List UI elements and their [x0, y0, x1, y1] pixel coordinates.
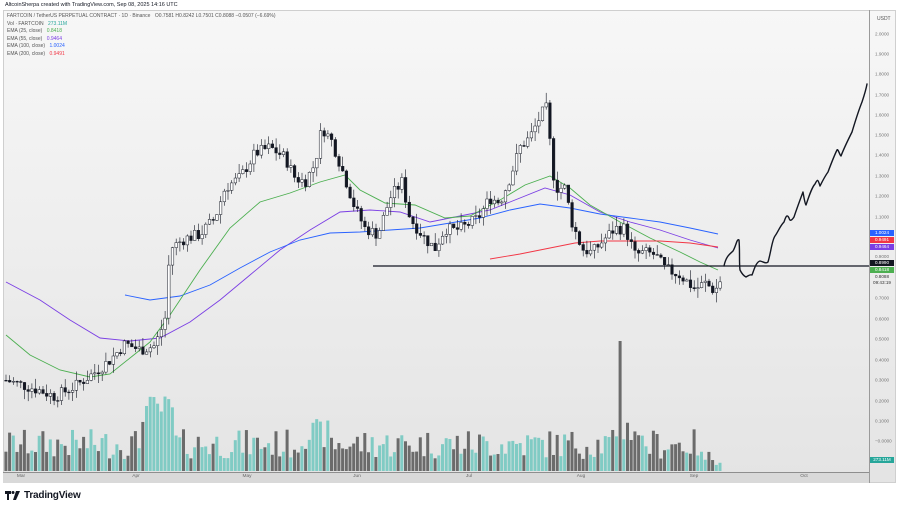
price-tick-label: 0.5000	[875, 336, 890, 342]
price-tick-label: 1.2000	[875, 193, 890, 199]
legend-ema100-row[interactable]: EMA (100, close) 1.0024	[7, 43, 276, 51]
volume-bars	[4, 341, 722, 471]
price-tick-label: 0.1000	[875, 418, 890, 424]
ema-lines	[5, 174, 719, 378]
price-tag: 0.9491	[870, 237, 894, 243]
legend-value: 1.0024	[49, 43, 65, 50]
legend-symbol: FARTCOIN / TetherUS PERPETUAL CONTRACT ·…	[7, 13, 151, 19]
time-axis[interactable]	[3, 472, 869, 483]
tradingview-logo-icon	[5, 491, 20, 500]
price-tag: 0.9000	[874, 254, 890, 259]
chart-frame	[3, 10, 896, 483]
price-tag: 0.8088	[874, 274, 890, 279]
price-tick-label: 1.9000	[875, 51, 890, 57]
price-tick-label: 1.3000	[875, 173, 890, 179]
candlesticks	[4, 92, 722, 408]
price-tick-label: 0.2000	[875, 398, 890, 404]
price-tick-label: 0.7000	[875, 295, 890, 301]
price-tick-label: 1.1000	[875, 214, 890, 220]
legend-value: 273.11M	[47, 20, 68, 27]
price-tag: 273.11M	[870, 457, 894, 463]
price-tick-label: 2.0000	[875, 31, 890, 37]
price-tick-label: 0.3000	[875, 377, 890, 383]
legend-volume-row[interactable]: Vol · FARTCOIN 273.11M	[7, 21, 276, 29]
legend-value: 0.8418	[46, 28, 62, 35]
ema-line	[489, 240, 719, 260]
legend-ema200-row[interactable]: EMA (200, close) 0.9491	[7, 51, 276, 59]
month-label: Sep	[689, 474, 699, 479]
chart-credit: AltcoinSherpa created with TradingView.c…	[5, 2, 178, 8]
month-label: Jul	[465, 474, 473, 479]
chart-legend: FARTCOIN / TetherUS PERPETUAL CONTRACT ·…	[7, 13, 276, 59]
price-tag: 0.8418	[870, 267, 894, 273]
axis-unit: USDT	[877, 16, 891, 22]
legend-ohlc: O0.7581 H0.8242 L0.7501 C0.8088 −0.0507 …	[154, 13, 276, 19]
price-tick-label: 0.4000	[875, 357, 890, 363]
price-tag: 09:43:19	[873, 280, 891, 285]
projection-drawing	[723, 83, 868, 278]
ema-line	[124, 203, 719, 301]
legend-label: EMA (100, close)	[7, 43, 46, 50]
legend-symbol-row[interactable]: FARTCOIN / TetherUS PERPETUAL CONTRACT ·…	[7, 13, 276, 21]
month-label: Aug	[576, 474, 586, 479]
month-label: Mar	[16, 474, 26, 479]
month-label: Oct	[800, 474, 808, 479]
month-label: Apr	[132, 474, 140, 479]
tradingview-logo-text: TradingView	[24, 490, 81, 501]
price-tag: 0.8990	[870, 260, 894, 266]
legend-label: EMA (25, close)	[7, 28, 43, 35]
month-label: Jun	[353, 474, 361, 479]
legend-ema25-row[interactable]: EMA (25, close) 0.8418	[7, 28, 276, 36]
price-tick-label: 1.8000	[875, 71, 890, 77]
price-tick-label: 1.6000	[875, 112, 890, 118]
legend-label: EMA (200, close)	[7, 50, 46, 57]
price-tag: 1.0024	[870, 230, 894, 236]
ema-line	[5, 187, 719, 342]
ema-line	[5, 174, 719, 378]
price-tick-label: 1.4000	[875, 152, 890, 158]
legend-ema55-row[interactable]: EMA (55, close) 0.9464	[7, 36, 276, 44]
price-tag: 0.9464	[870, 244, 894, 250]
price-tick-label: −0.0000	[875, 438, 892, 444]
price-axis[interactable]	[869, 10, 896, 483]
price-tick-label: 1.7000	[875, 92, 890, 98]
legend-value: 0.9464	[46, 35, 62, 42]
tradingview-logo[interactable]: TradingView	[5, 490, 81, 501]
price-tick-label: 1.5000	[875, 132, 890, 138]
legend-label: EMA (55, close)	[7, 35, 43, 42]
price-tick-label: 0.6000	[875, 316, 890, 322]
legend-label: Vol · FARTCOIN	[7, 20, 44, 27]
month-label: May	[242, 474, 252, 479]
legend-value: 0.9491	[49, 50, 65, 57]
